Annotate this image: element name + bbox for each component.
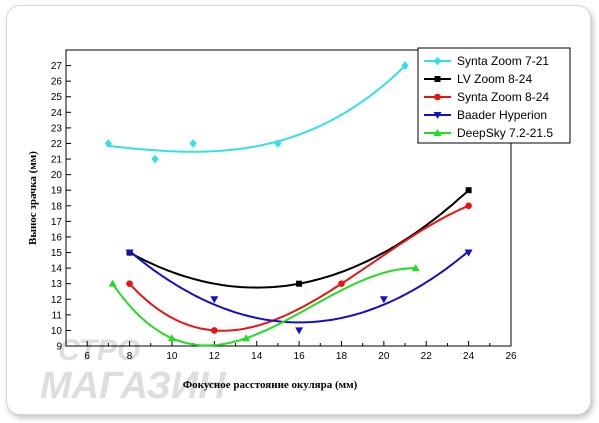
diamond-marker bbox=[151, 154, 159, 164]
legend-label: Baader Hyperion bbox=[457, 108, 547, 122]
x-axis-label: Фокусное расстояние окуляра (мм) bbox=[183, 379, 358, 391]
diamond-marker bbox=[274, 139, 282, 148]
x-tick-label: 8 bbox=[127, 351, 133, 362]
circle-marker bbox=[434, 93, 441, 101]
y-tick-label: 19 bbox=[51, 186, 63, 197]
triangle-down-marker bbox=[295, 327, 304, 335]
y-tick-label: 16 bbox=[51, 232, 63, 243]
triangle-up-marker bbox=[242, 334, 251, 342]
triangle-down-marker bbox=[210, 296, 219, 304]
x-tick-label: 22 bbox=[421, 351, 433, 362]
chart-legend: Synta Zoom 7-21 LV Zoom 8-24 Synta Zoom 8-… bbox=[417, 47, 571, 144]
axis-ticks: 6 8 10 12 14 16 18 20 22 24 26 9 10 11 12 13 14 15 16 17 18 1… bbox=[51, 61, 517, 362]
x-tick-label: 14 bbox=[251, 351, 263, 362]
x-tick-label: 12 bbox=[209, 351, 221, 362]
y-tick-label: 17 bbox=[51, 217, 63, 228]
y-tick-label: 13 bbox=[51, 279, 63, 290]
circle-marker bbox=[465, 202, 472, 210]
triangle-down-marker bbox=[464, 249, 473, 257]
watermark-bottom-text: МАГАЗИН bbox=[40, 365, 227, 407]
series-curve bbox=[111, 267, 416, 347]
square-marker bbox=[434, 76, 441, 82]
legend-label: LV Zoom 8-24 bbox=[457, 72, 532, 86]
series-curve bbox=[129, 189, 470, 289]
series-curve bbox=[128, 250, 470, 324]
circle-marker bbox=[211, 327, 218, 334]
triangle-down-marker bbox=[433, 112, 442, 119]
x-tick-label: 10 bbox=[166, 351, 178, 362]
square-marker bbox=[465, 187, 472, 194]
legend-label: Synta Zoom 8-24 bbox=[457, 90, 549, 104]
watermark-logo: СТРО МАГАЗИН bbox=[40, 334, 227, 407]
diamond-marker bbox=[433, 56, 442, 66]
y-tick-label: 20 bbox=[51, 170, 63, 181]
legend-label: Synta Zoom 7-21 bbox=[457, 54, 549, 68]
y-tick-label: 15 bbox=[51, 248, 63, 259]
y-axis-label: Вынос зрачка (мм) bbox=[27, 151, 39, 245]
y-tick-label: 25 bbox=[51, 92, 63, 103]
triangle-down-marker bbox=[125, 249, 134, 257]
y-tick-label: 10 bbox=[51, 326, 63, 337]
x-tick-label: 26 bbox=[505, 351, 517, 362]
y-tick-label: 12 bbox=[51, 295, 63, 306]
x-tick-label: 20 bbox=[378, 351, 390, 362]
series-curve bbox=[108, 65, 406, 153]
x-tick-label: 16 bbox=[294, 351, 306, 362]
y-tick-label: 9 bbox=[56, 342, 62, 353]
y-tick-label: 11 bbox=[52, 310, 63, 321]
y-tick-label: 22 bbox=[51, 139, 63, 150]
x-tick-label: 6 bbox=[84, 351, 90, 362]
y-tick-label: 14 bbox=[51, 264, 63, 275]
triangle-up-marker bbox=[411, 264, 420, 272]
y-tick-label: 27 bbox=[51, 61, 63, 72]
plot-area bbox=[65, 49, 512, 347]
diamond-marker bbox=[189, 139, 197, 148]
square-marker bbox=[296, 280, 303, 287]
series-markers bbox=[104, 61, 473, 342]
y-tick-label: 26 bbox=[51, 77, 63, 88]
circle-marker bbox=[338, 280, 345, 287]
watermark-top-text: СТРО bbox=[58, 334, 140, 367]
diamond-marker bbox=[104, 139, 112, 148]
y-tick-label: 18 bbox=[51, 201, 63, 212]
series-curve bbox=[128, 204, 469, 332]
triangle-up-marker bbox=[108, 279, 117, 287]
y-tick-label: 21 bbox=[51, 155, 63, 166]
x-tick-label: 24 bbox=[463, 351, 475, 362]
diamond-marker bbox=[401, 61, 409, 70]
x-tick-label: 18 bbox=[336, 351, 348, 362]
y-tick-label: 23 bbox=[51, 123, 63, 134]
triangle-down-marker bbox=[379, 296, 388, 304]
triangle-up-marker bbox=[433, 129, 442, 136]
legend-box bbox=[417, 47, 571, 144]
circle-marker bbox=[126, 280, 133, 287]
series-curves bbox=[108, 65, 470, 347]
triangle-up-marker bbox=[167, 334, 176, 342]
y-tick-label: 24 bbox=[51, 108, 63, 119]
legend-label: DeepSky 7.2-21.5 bbox=[457, 126, 553, 140]
